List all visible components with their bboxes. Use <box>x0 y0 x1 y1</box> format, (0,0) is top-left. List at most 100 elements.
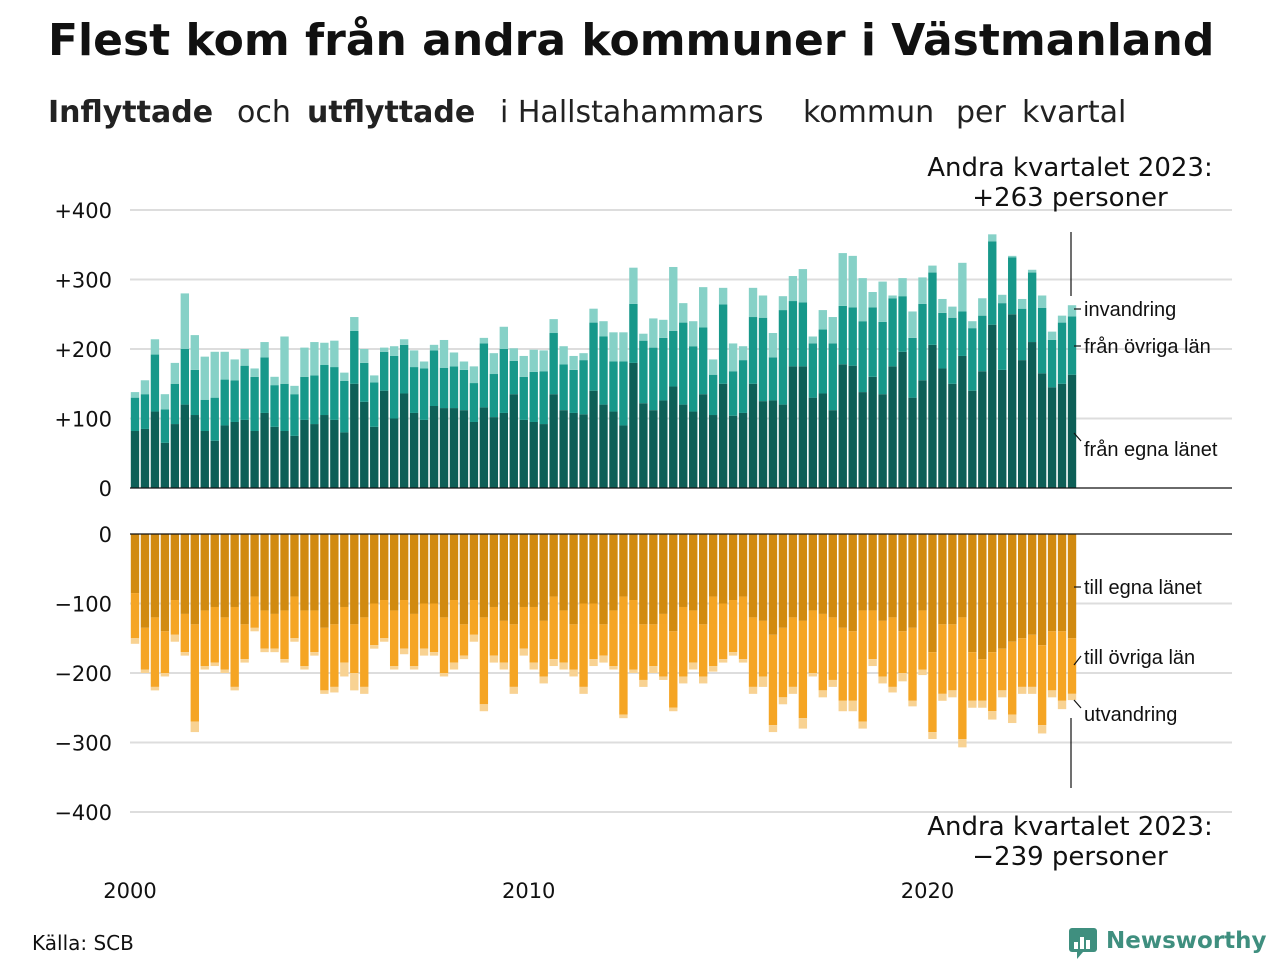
bar-out-own-county <box>758 534 768 621</box>
bar-out-emigration <box>1037 725 1047 734</box>
bar-in-other-counties <box>669 330 678 387</box>
bar-in-own-county <box>1027 342 1037 488</box>
bar-in-other-counties <box>649 347 658 411</box>
bar-in-other-counties <box>449 366 459 409</box>
bar-out-other-counties <box>380 600 389 639</box>
bar-in-immigration <box>1037 295 1047 308</box>
bar-out-other-counties <box>748 617 758 687</box>
bar-out-emigration <box>748 686 758 694</box>
bar-in-own-county <box>938 368 947 488</box>
bar-out-own-county <box>848 534 857 632</box>
bar-in-other-counties <box>549 333 558 395</box>
bar-in-other-counties <box>818 329 827 394</box>
bar-in-other-counties <box>708 374 718 416</box>
bar-out-emigration <box>828 679 837 687</box>
bar-out-emigration <box>609 666 618 670</box>
bar-out-own-county <box>589 534 598 604</box>
bar-in-other-counties <box>908 337 917 398</box>
bar-out-own-county <box>429 534 439 604</box>
bar-out-other-counties <box>938 624 947 694</box>
bar-in-immigration <box>1057 315 1067 323</box>
bar-out-own-county <box>659 534 668 614</box>
bar-out-other-counties <box>479 617 489 705</box>
bar-in-other-counties <box>160 409 170 443</box>
bar-in-other-counties <box>838 305 847 365</box>
bar-out-emigration <box>689 662 698 670</box>
bar-out-emigration <box>160 673 170 677</box>
bar-in-other-counties <box>848 307 857 366</box>
bar-in-other-counties <box>330 367 339 420</box>
bar-in-own-county <box>310 424 319 488</box>
bar-out-other-counties <box>968 652 977 701</box>
bar-in-immigration <box>768 333 778 358</box>
bar-out-other-counties <box>928 652 937 733</box>
bar-in-other-counties <box>539 371 548 425</box>
bar-in-other-counties <box>260 357 269 413</box>
bar-in-own-county <box>679 404 688 488</box>
bar-out-emigration <box>559 662 568 670</box>
bar-out-other-counties <box>429 603 439 653</box>
bar-in-other-counties <box>728 371 738 416</box>
bar-out-own-county <box>798 534 808 621</box>
bar-in-own-county <box>499 412 508 488</box>
annotation-bottom-line2: −239 personer <box>972 842 1168 872</box>
bar-in-own-county <box>609 411 618 488</box>
ytick-label-in: +400 <box>54 199 112 223</box>
bar-out-own-county <box>808 534 818 611</box>
bar-in-own-county <box>200 431 209 488</box>
bar-out-other-counties <box>449 600 459 663</box>
bar-in-immigration <box>160 394 170 410</box>
subtitle-kommun: kommun <box>803 95 934 130</box>
bar-in-own-county <box>579 414 588 488</box>
bar-in-immigration <box>240 349 249 366</box>
bar-in-own-county <box>728 415 738 488</box>
bar-in-own-county <box>659 400 668 488</box>
subtitle-kvartal: kvartal <box>1022 95 1126 130</box>
bar-in-own-county <box>479 407 489 488</box>
bar-in-other-counties <box>310 375 319 425</box>
bar-out-own-county <box>1017 534 1027 639</box>
bar-in-immigration <box>1017 298 1027 309</box>
bar-in-other-counties <box>579 360 588 415</box>
bar-out-other-counties <box>210 606 219 663</box>
bar-out-other-counties <box>509 624 518 687</box>
bar-out-own-county <box>1037 534 1047 646</box>
bar-out-own-county <box>350 534 359 625</box>
bar-in-own-county <box>350 383 359 488</box>
bar-in-own-county <box>340 432 349 488</box>
bar-out-other-counties <box>908 627 917 701</box>
bar-out-own-county <box>519 534 528 607</box>
bar-in-immigration <box>758 295 768 318</box>
bar-in-other-counties <box>928 272 937 345</box>
bar-in-immigration <box>589 308 598 323</box>
bar-in-other-counties <box>559 364 568 411</box>
bar-out-emigration <box>928 732 937 740</box>
bar-out-other-counties <box>1037 645 1047 726</box>
bar-out-own-county <box>200 534 209 611</box>
bar-out-other-counties <box>609 610 618 667</box>
bar-in-immigration <box>978 298 987 316</box>
bar-out-own-county <box>170 534 180 601</box>
bar-out-emigration <box>449 662 459 670</box>
bar-out-emigration <box>230 686 239 691</box>
bar-out-other-counties <box>1057 631 1067 701</box>
bar-in-immigration <box>220 351 229 380</box>
bar-out-emigration <box>270 648 279 653</box>
bar-out-own-county <box>210 534 219 607</box>
bar-in-other-counties <box>130 397 140 432</box>
bar-out-emigration <box>370 645 379 649</box>
bar-in-immigration <box>858 278 867 322</box>
bar-in-own-county <box>1057 383 1067 488</box>
bar-in-own-county <box>599 404 608 488</box>
bar-out-own-county <box>968 534 977 653</box>
bar-out-other-counties <box>838 627 847 701</box>
bar-out-own-county <box>619 534 628 597</box>
bar-out-own-county <box>708 534 718 597</box>
bar-in-other-counties <box>998 303 1007 370</box>
bar-out-emigration <box>918 669 927 676</box>
bar-in-other-counties <box>380 351 389 391</box>
bar-out-other-counties <box>978 659 987 701</box>
bar-out-other-counties <box>948 624 957 691</box>
bar-out-other-counties <box>280 610 289 660</box>
bar-in-own-county <box>260 412 269 488</box>
